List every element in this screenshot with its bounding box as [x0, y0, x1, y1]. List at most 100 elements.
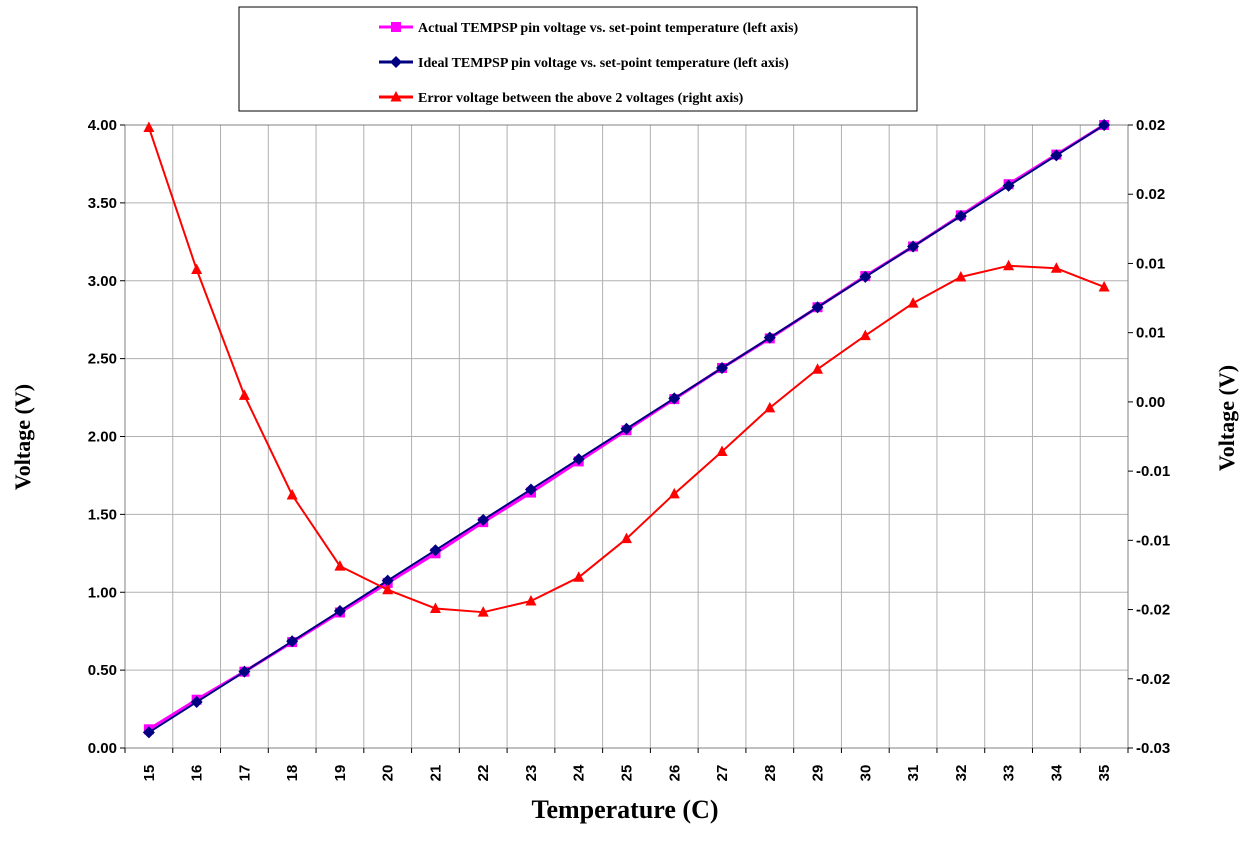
- data-point: [573, 571, 585, 582]
- x-tick-label: 19: [332, 765, 349, 782]
- data-point: [524, 483, 537, 496]
- x-tick-label: 15: [141, 765, 158, 782]
- x-axis-ticks: 15 16 17 18 19 20 21 22 23 24 25 26 27 28 29 30 31 32 33 34…: [124, 748, 1129, 782]
- data-point: [333, 604, 346, 617]
- data-point: [238, 665, 251, 678]
- data-point: [621, 532, 632, 544]
- data-point: [1098, 280, 1110, 292]
- data-point: [382, 583, 394, 595]
- data-point: [859, 329, 871, 341]
- series-2: [142, 119, 1111, 739]
- legend-marker: [390, 91, 402, 102]
- data-point: [191, 263, 203, 275]
- x-tick-label: 25: [619, 765, 636, 782]
- y-tick-label: 0.00: [88, 740, 117, 757]
- y-axis-title-left: Voltage (V): [10, 384, 35, 490]
- x-tick-label: 23: [523, 765, 540, 782]
- data-point: [477, 606, 489, 617]
- legend-label: Actual TEMPSP pin voltage vs. set-point …: [418, 21, 799, 36]
- y-axis-title-right: Voltage (V): [1214, 365, 1239, 471]
- data-point: [525, 594, 537, 606]
- legend-items: Actual TEMPSP pin voltage vs. set-point …: [379, 21, 799, 106]
- series-3: [143, 121, 1110, 617]
- y2-tick-label: -0.02: [1136, 602, 1170, 619]
- data-point: [764, 401, 776, 413]
- data-point: [334, 560, 346, 571]
- data-point: [1050, 262, 1062, 273]
- legend-marker: [390, 56, 402, 68]
- x-tick-label: 27: [714, 765, 731, 782]
- data-point: [812, 363, 824, 374]
- y-tick-label: 2.00: [88, 429, 117, 446]
- data-point: [668, 487, 680, 499]
- data-point: [238, 389, 250, 400]
- legend-box: [238, 6, 918, 112]
- data-point: [716, 361, 729, 374]
- x-tick-label: 28: [762, 765, 779, 782]
- data-point: [572, 453, 585, 466]
- y-tick-label: 1.50: [88, 506, 117, 523]
- y-tick-label: 3.50: [88, 195, 117, 212]
- legend-marker: [391, 22, 401, 32]
- x-tick-label: 17: [236, 765, 253, 782]
- data-point: [286, 489, 298, 500]
- data-point: [716, 445, 728, 456]
- legend-label: Error voltage between the above 2 voltag…: [418, 91, 744, 106]
- x-tick-label: 22: [475, 765, 492, 782]
- x-tick-label: 32: [953, 765, 970, 782]
- y2-tick-label: -0.02: [1136, 671, 1170, 688]
- x-tick-label: 16: [189, 765, 206, 782]
- legend: Actual TEMPSP pin voltage vs. set-point …: [238, 6, 918, 112]
- data-point: [381, 574, 394, 587]
- legend-label: Ideal TEMPSP pin voltage vs. set-point t…: [418, 56, 789, 71]
- data-point: [477, 513, 490, 526]
- x-tick-label: 33: [1001, 765, 1018, 782]
- data-point: [1050, 149, 1063, 162]
- left-axis-ticks: 0.00 0.50 1.00 1.50 2.00 2.50 3.00 3.50 4.00: [88, 117, 125, 757]
- y2-tick-label: -0.01: [1136, 463, 1170, 480]
- data-point: [143, 121, 155, 132]
- y2-tick-label: 0.00: [1136, 394, 1165, 411]
- data-point: [907, 240, 920, 253]
- data-point: [859, 270, 872, 283]
- x-tick-label: 20: [380, 765, 397, 782]
- y-tick-label: 3.00: [88, 273, 117, 290]
- y2-tick-label: 0.01: [1136, 325, 1165, 342]
- data-point: [954, 210, 967, 223]
- data-point: [907, 297, 919, 308]
- data-point: [763, 331, 776, 344]
- y2-tick-label: 0.02: [1136, 117, 1165, 134]
- series-layer: [142, 119, 1111, 739]
- x-tick-label: 35: [1096, 765, 1113, 782]
- data-point: [429, 544, 442, 557]
- data-point: [429, 602, 441, 613]
- data-point: [955, 271, 967, 282]
- data-point: [142, 726, 155, 739]
- data-point: [811, 301, 824, 314]
- x-tick-label: 26: [666, 765, 683, 782]
- y2-tick-label: -0.03: [1136, 740, 1170, 757]
- y-tick-label: 1.00: [88, 584, 117, 601]
- x-tick-label: 21: [427, 765, 444, 782]
- data-point: [190, 696, 203, 709]
- x-tick-label: 18: [284, 765, 301, 782]
- x-tick-label: 30: [857, 765, 874, 782]
- y-tick-label: 2.50: [88, 351, 117, 368]
- x-tick-label: 31: [905, 765, 922, 782]
- data-point: [668, 392, 681, 405]
- data-point: [1098, 119, 1111, 131]
- x-axis-title: Temperature (C): [531, 795, 718, 824]
- data-point: [620, 422, 633, 435]
- data-point: [286, 635, 299, 648]
- data-point: [1002, 179, 1015, 192]
- x-tick-label: 29: [810, 765, 827, 782]
- y-tick-label: 4.00: [88, 117, 117, 134]
- y2-tick-label: 0.01: [1136, 255, 1165, 272]
- x-tick-label: 24: [571, 764, 588, 781]
- y-tick-label: 0.50: [88, 662, 117, 679]
- y2-tick-label: -0.01: [1136, 532, 1170, 549]
- x-tick-label: 34: [1048, 764, 1065, 781]
- data-point: [1003, 259, 1015, 271]
- y2-tick-label: 0.02: [1136, 186, 1165, 203]
